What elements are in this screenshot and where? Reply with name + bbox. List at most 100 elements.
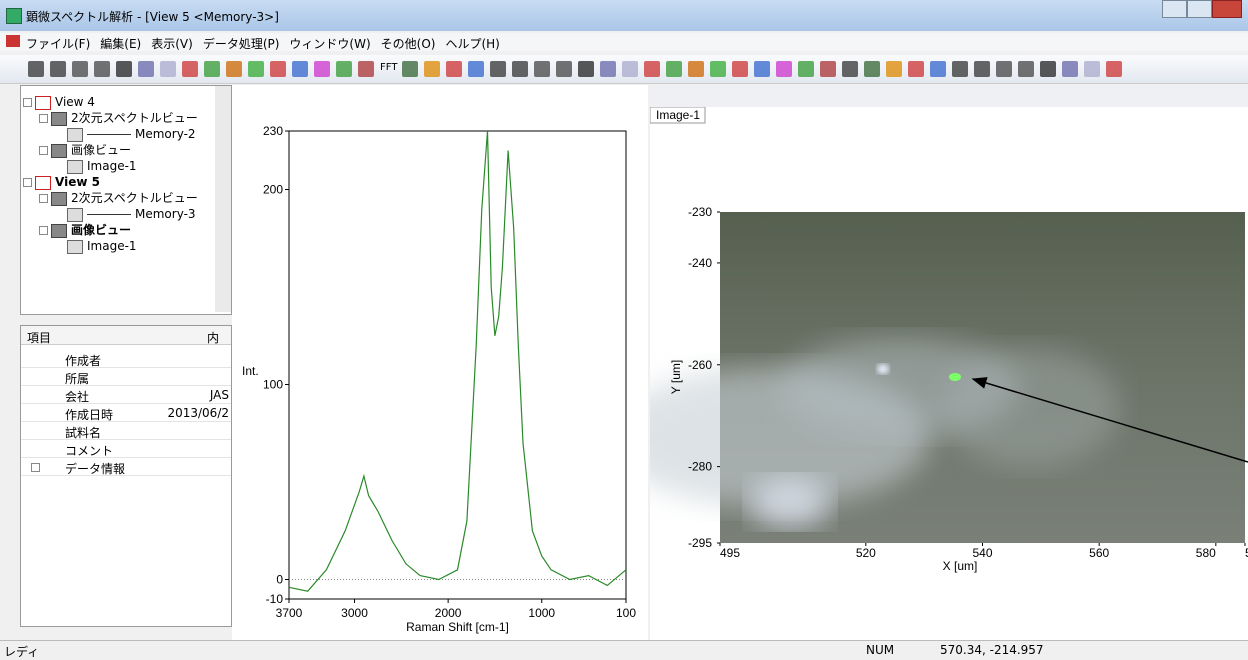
maximize-button[interactable]: [1187, 0, 1213, 18]
status-text: レディ: [4, 645, 40, 659]
tree-item[interactable]: Image-1: [87, 239, 137, 253]
toolbar-button[interactable]: [974, 61, 990, 77]
image-tab[interactable]: [650, 107, 706, 124]
toolbar-button[interactable]: [204, 61, 220, 77]
tree-item[interactable]: 画像ビュー: [71, 143, 132, 157]
tree-expander[interactable]: [23, 178, 32, 187]
toolbar-button[interactable]: [226, 61, 242, 77]
pointer-arrow: [971, 377, 1248, 463]
toolbar-button[interactable]: [886, 61, 902, 77]
toolbar-button[interactable]: [402, 61, 418, 77]
toolbar-button[interactable]: [710, 61, 726, 77]
toolbar-button[interactable]: [1106, 61, 1122, 77]
menu-item[interactable]: 編集(E): [100, 37, 142, 51]
toolbar-button[interactable]: [94, 61, 110, 77]
tree-expander[interactable]: [39, 114, 48, 123]
x-axis-label: Raman Shift [cm-1]: [406, 620, 509, 634]
scrollbar[interactable]: [215, 86, 231, 312]
toolbar-button[interactable]: [424, 61, 440, 77]
y-tick-label: 200: [263, 183, 283, 197]
toolbar-button[interactable]: [1062, 61, 1078, 77]
toolbar-button[interactable]: [50, 61, 66, 77]
specimen-region: [940, 347, 1120, 467]
tree-item[interactable]: Memory-2: [135, 127, 196, 141]
tree-expander[interactable]: [39, 226, 48, 235]
toolbar-button[interactable]: [732, 61, 748, 77]
tree-expander[interactable]: [39, 194, 48, 203]
menu-item[interactable]: データ処理(P): [202, 37, 280, 51]
toolbar-button[interactable]: [842, 61, 858, 77]
close-button[interactable]: [1212, 0, 1242, 18]
tree-expander[interactable]: [23, 98, 32, 107]
toolbar-button[interactable]: [644, 61, 660, 77]
property-header-value: 内: [207, 331, 220, 345]
toolbar-button[interactable]: [138, 61, 154, 77]
property-name: 作成日時: [65, 408, 114, 422]
toolbar-button[interactable]: [182, 61, 198, 77]
tree-item[interactable]: View 4: [55, 95, 95, 109]
tree-item[interactable]: 2次元スペクトルビュー: [71, 111, 198, 125]
toolbar-button[interactable]: [820, 61, 836, 77]
toolbar-button[interactable]: [908, 61, 924, 77]
tree-item[interactable]: 画像ビュー: [71, 223, 132, 237]
toolbar-button[interactable]: [116, 61, 132, 77]
tree-icon: [51, 144, 67, 158]
minimize-button[interactable]: [1162, 0, 1188, 18]
specimen-region: [750, 477, 830, 527]
tree-item[interactable]: View 5: [55, 175, 100, 189]
toolbar-button[interactable]: [72, 61, 88, 77]
toolbar-button[interactable]: [864, 61, 880, 77]
title-bar: 顕微スペクトル解析 - [View 5 <Memory-3>]: [0, 0, 1248, 31]
menu-item[interactable]: ファイル(F): [26, 37, 91, 51]
toolbar-button[interactable]: [1084, 61, 1100, 77]
toolbar-button[interactable]: [534, 61, 550, 77]
property-expander[interactable]: [31, 463, 40, 472]
toolbar-button[interactable]: [578, 61, 594, 77]
toolbar-button[interactable]: [688, 61, 704, 77]
x-tick-label: 520: [856, 546, 876, 560]
spectrum-line: [288, 130, 627, 592]
toolbar-button[interactable]: [776, 61, 792, 77]
tree-item[interactable]: Image-1: [87, 159, 137, 173]
x-axis-label: X [um]: [943, 559, 978, 573]
toolbar-button[interactable]: [446, 61, 462, 77]
tree-item[interactable]: 2次元スペクトルビュー: [71, 191, 198, 205]
tree-expander[interactable]: [39, 146, 48, 155]
toolbar-button[interactable]: [512, 61, 528, 77]
toolbar-button[interactable]: [1040, 61, 1056, 77]
toolbar-button[interactable]: [754, 61, 770, 77]
menu-bar: ファイル(F) 編集(E) 表示(V) データ処理(P) ウィンドウ(W) その他(O) ヘ…: [0, 33, 1248, 51]
toolbar-button[interactable]: [600, 61, 616, 77]
toolbar-button[interactable]: [28, 61, 44, 77]
toolbar-button[interactable]: [666, 61, 682, 77]
menu-item[interactable]: ヘルプ(H): [445, 37, 500, 51]
toolbar-button[interactable]: [952, 61, 968, 77]
toolbar-button[interactable]: [160, 61, 176, 77]
y-tick-label: -295: [688, 536, 712, 550]
tree-icon: [35, 96, 51, 110]
toolbar-button[interactable]: [556, 61, 572, 77]
toolbar-button[interactable]: [270, 61, 286, 77]
toolbar-button[interactable]: [292, 61, 308, 77]
toolbar-button[interactable]: [490, 61, 506, 77]
toolbar-button[interactable]: [248, 61, 264, 77]
menu-item[interactable]: 表示(V): [151, 37, 193, 51]
toolbar-label[interactable]: FFT: [380, 62, 398, 73]
menu-item[interactable]: ウィンドウ(W): [289, 37, 371, 51]
tree-line: [87, 134, 131, 135]
toolbar-button[interactable]: [996, 61, 1012, 77]
tree-item[interactable]: Memory-3: [135, 207, 196, 221]
plot-frame: [288, 130, 627, 600]
toolbar-button[interactable]: [358, 61, 374, 77]
toolbar-button[interactable]: [314, 61, 330, 77]
tree-icon: [51, 112, 67, 126]
toolbar-button[interactable]: [930, 61, 946, 77]
property-name: 所属: [65, 372, 90, 386]
y-tick-label: -240: [688, 256, 712, 270]
toolbar-button[interactable]: [622, 61, 638, 77]
menu-item[interactable]: その他(O): [380, 37, 436, 51]
toolbar-button[interactable]: [468, 61, 484, 77]
toolbar-button[interactable]: [798, 61, 814, 77]
toolbar-button[interactable]: [336, 61, 352, 77]
toolbar-button[interactable]: [1018, 61, 1034, 77]
